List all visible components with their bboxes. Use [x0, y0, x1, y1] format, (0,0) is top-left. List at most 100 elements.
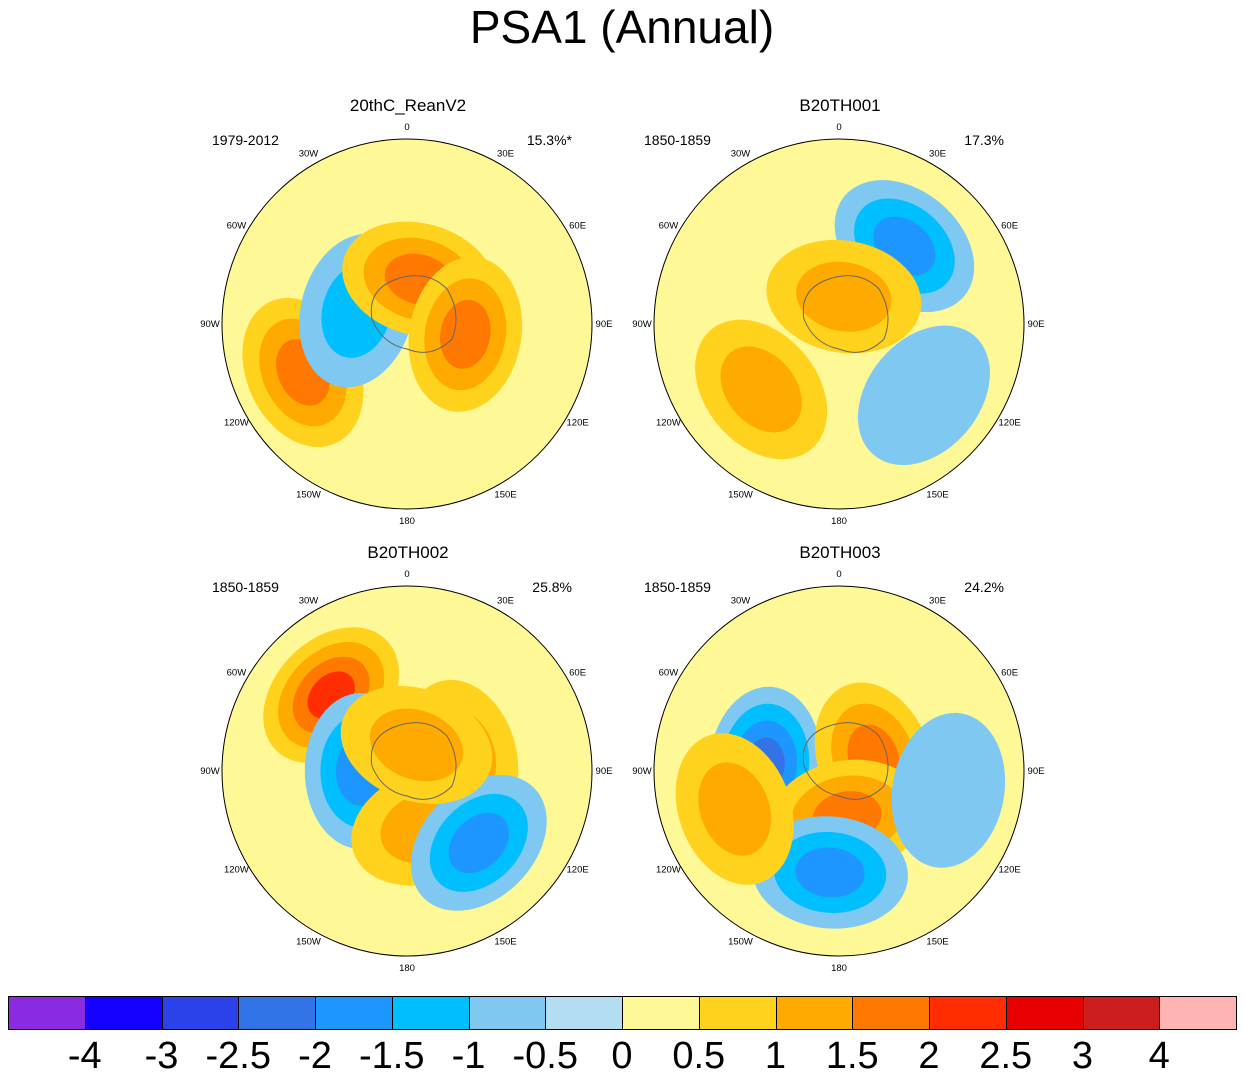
panel-period: 1979-2012 [212, 132, 279, 148]
colorbar-tick-label: 0 [611, 1035, 633, 1077]
map-border [653, 585, 1025, 957]
longitude-label: 60E [1001, 668, 1018, 679]
longitude-label: 0 [836, 569, 841, 580]
panel-period: 1850-1859 [212, 579, 279, 595]
longitude-label: 150E [494, 490, 516, 501]
contour-region [891, 712, 1006, 868]
longitude-label: 150W [728, 490, 753, 501]
longitude-label: 30E [929, 595, 946, 606]
map-border [221, 138, 593, 510]
colorbar-swatch [698, 996, 777, 1030]
longitude-label: 30E [497, 595, 514, 606]
polar-map: 0 30E 60E 90E 120E 150E 180 150W 120W 90W 60W 30W [632, 122, 1044, 527]
longitude-label: 30W [731, 148, 751, 159]
longitude-label: 120W [656, 865, 681, 876]
colorbar-swatch [1159, 996, 1237, 1030]
panel-title: B20TH003 [799, 543, 881, 562]
longitude-label: 120W [224, 418, 249, 429]
longitude-label: 120W [656, 418, 681, 429]
contour-region [857, 325, 990, 466]
panel-variance-percent: 17.3% [964, 132, 1004, 148]
longitude-label: 90E [596, 319, 613, 330]
longitude-label: 60W [659, 668, 679, 679]
map-panel: 20thC_ReanV2 1979-2012 15.3%* 0 30E 60E 90E 120… [200, 96, 612, 536]
antarctica-outline [370, 275, 457, 353]
colorbar-tick-label: 3 [1071, 1035, 1094, 1077]
longitude-label: 120E [999, 865, 1021, 876]
polar-map: 0 30E 60E 90E 120E 150E 180 150W 120W 90W 60W 30W [632, 569, 1044, 974]
colorbar-tick-label: -0.5 [512, 1035, 578, 1077]
antarctica-outline [370, 722, 457, 800]
colorbar-swatch [1005, 996, 1084, 1030]
longitude-label: 180 [399, 963, 415, 974]
map-panel: B20TH003 1850-1859 24.2% 0 30E 60E 90E 120E 150E… [632, 543, 1044, 983]
antarctica-outline [802, 722, 889, 800]
panel-title: B20TH001 [799, 96, 881, 115]
longitude-label: 120W [224, 865, 249, 876]
longitude-label: 30E [497, 148, 514, 159]
colorbar-tick-label: 0.5 [672, 1035, 726, 1077]
map-panel: B20TH002 1850-1859 25.8% 0 30E 60E 90E 120E 150E… [200, 543, 612, 983]
longitude-label: 90E [596, 766, 613, 777]
colorbar-tick-label: -2.5 [205, 1035, 271, 1077]
colorbar-tick-label: 1.5 [825, 1035, 879, 1077]
contour-region [720, 346, 802, 433]
colorbar-tick-label: -1.5 [359, 1035, 425, 1077]
colorbar-swatch [315, 996, 393, 1030]
longitude-label: 150E [926, 937, 948, 948]
colorbar-swatch [775, 996, 854, 1030]
longitude-label: 150W [296, 490, 321, 501]
colorbar-swatch [84, 996, 163, 1030]
colorbar-swatch [238, 996, 316, 1030]
colorbar-tick-label: 2 [918, 1035, 940, 1077]
longitude-label: 0 [404, 122, 409, 133]
contour-region [795, 847, 865, 898]
panel-variance-percent: 15.3%* [526, 132, 572, 148]
colorbar-tick-label: -3 [144, 1035, 179, 1077]
chart-title: PSA1 (Annual) [469, 1, 775, 53]
longitude-label: 30E [929, 148, 946, 159]
longitude-label: 30W [299, 148, 319, 159]
longitude-label: 60W [227, 221, 247, 232]
longitude-label: 150W [296, 937, 321, 948]
map-border [653, 138, 1025, 510]
colorbar-swatch [852, 996, 930, 1030]
panel-variance-percent: 25.8% [532, 579, 572, 595]
colorbar [8, 996, 1237, 1030]
colorbar-tick-label: 4 [1148, 1035, 1170, 1077]
panel-period: 1850-1859 [644, 132, 711, 148]
panel-title: B20TH002 [367, 543, 449, 562]
longitude-label: 90E [1028, 319, 1045, 330]
longitude-label: 0 [836, 122, 841, 133]
longitude-label: 90W [200, 319, 220, 330]
colorbar-swatch [622, 996, 700, 1030]
longitude-label: 120E [999, 418, 1021, 429]
longitude-label: 90W [200, 766, 220, 777]
contour-region [796, 261, 892, 332]
longitude-label: 120E [567, 865, 589, 876]
map-border [221, 585, 593, 957]
longitude-label: 90W [632, 766, 652, 777]
longitude-label: 90E [1028, 766, 1045, 777]
longitude-label: 180 [831, 516, 847, 527]
longitude-label: 60E [569, 668, 586, 679]
colorbar-swatch [468, 996, 547, 1030]
longitude-label: 150E [494, 937, 516, 948]
longitude-label: 180 [399, 516, 415, 527]
colorbar-swatch [8, 996, 86, 1030]
polar-map: 0 30E 60E 90E 120E 150E 180 150W 120W 90W 60W 30W [200, 122, 612, 527]
longitude-label: 60E [1001, 221, 1018, 232]
colorbar-swatch [545, 996, 623, 1030]
contour-region [440, 299, 491, 369]
longitude-label: 60E [569, 221, 586, 232]
colorbar-swatch [1082, 996, 1161, 1030]
longitude-label: 0 [404, 569, 409, 580]
longitude-label: 150W [728, 937, 753, 948]
panel-title: 20thC_ReanV2 [349, 96, 467, 115]
panel-variance-percent: 24.2% [964, 579, 1004, 595]
colorbar-tick-label: -2 [298, 1035, 332, 1077]
polar-map: 0 30E 60E 90E 120E 150E 180 150W 120W 90W 60W 30W [200, 569, 612, 974]
longitude-label: 60W [227, 668, 247, 679]
colorbar-swatch [929, 996, 1007, 1030]
contour-region [448, 812, 510, 874]
